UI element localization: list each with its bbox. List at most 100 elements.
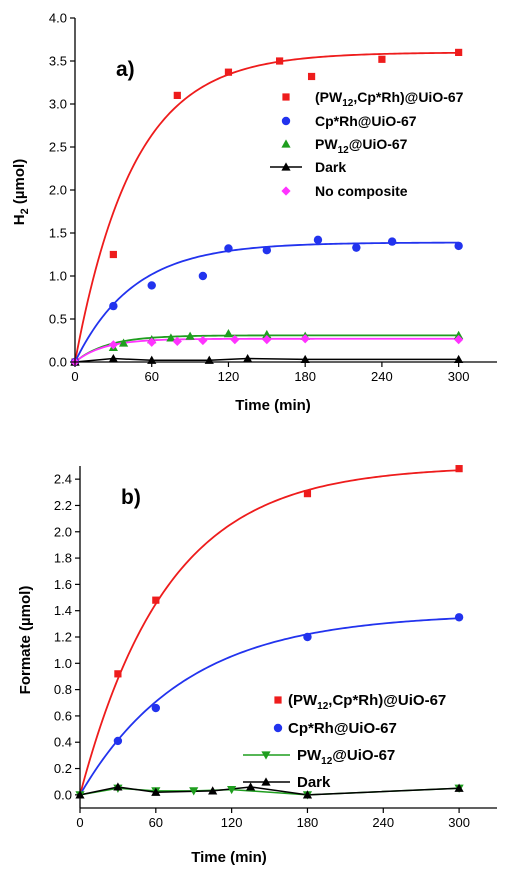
data-point-pw12-cp-rh-uio-67 [224, 68, 233, 76]
panel-a-x-axis-label: Time (min) [235, 397, 311, 414]
x-tick-label: 240 [372, 815, 394, 830]
y-tick-label: 1.0 [54, 656, 72, 671]
y-tick-label: 0.6 [54, 708, 72, 723]
data-point-pw12-uio-67 [227, 785, 237, 795]
data-point-cp-rh-uio-67 [113, 736, 123, 746]
data-point-no-composite [230, 335, 240, 345]
y-tick-label: 3.0 [49, 97, 67, 112]
y-tick-label: 0.4 [54, 735, 72, 750]
data-point-no-composite [262, 335, 272, 345]
data-point-cp-rh-uio-67 [224, 244, 233, 253]
fit-curve-cp-rh-uio-67 [79, 617, 460, 796]
legend-label: (PW12,Cp*Rh)@UiO-67 [315, 89, 464, 109]
data-point-no-composite [454, 335, 464, 345]
data-point-pw12-uio-67 [166, 333, 176, 342]
x-tick-label: 300 [448, 369, 470, 384]
svg-text:H2 (µmol): H2 (µmol) [11, 159, 31, 225]
legend-label: Cp*Rh@UiO-67 [315, 113, 417, 129]
y-tick-label: 1.8 [54, 551, 72, 566]
panel-a-y-axis-label: H2 (µmol) [11, 159, 31, 225]
panel-a-label: a) [116, 58, 135, 81]
legend-marker-cp-rh-uio-67 [273, 723, 283, 733]
legend-label: (PW12,Cp*Rh)@UiO-67 [288, 692, 446, 712]
data-point-pw12-cp-rh-uio-67 [378, 55, 386, 63]
x-tick-label: 60 [149, 815, 163, 830]
legend-marker-dark [281, 162, 291, 171]
panel-b-chart: 0 60 120 180 240 300 0.0 0.2 0.4 0.6 0.8 1.0 1.2 1.4 1… [17, 465, 497, 866]
data-point-dark [113, 782, 123, 791]
data-point-pw12-cp-rh-uio-67 [276, 57, 284, 65]
data-point-cp-rh-uio-67 [198, 271, 208, 281]
data-point-no-composite [300, 334, 310, 344]
panel-b-legend: (PW12,Cp*Rh)@UiO-67 Cp*Rh@UiO-67 PW12@UiO-… [243, 692, 446, 791]
y-tick-label: 1.6 [54, 577, 72, 592]
panel-a-legend: (PW12,Cp*Rh)@UiO-67 Cp*Rh@UiO-67 PW12@UiO-… [270, 89, 464, 199]
legend-marker-no-composite [281, 186, 291, 196]
legend-marker-pw12-uio-67 [261, 751, 271, 760]
legend-label: Dark [315, 159, 346, 175]
legend-marker--pw12-cp-rh-uio-67 [274, 696, 282, 704]
y-tick-label: 2.0 [54, 524, 72, 539]
data-point-no-composite [108, 340, 118, 350]
y-tick-label: 2.2 [54, 498, 72, 513]
data-point-cp-rh-uio-67 [454, 613, 464, 622]
y-tick-label: 0.0 [49, 355, 67, 370]
data-point-no-composite [198, 335, 208, 346]
series-line-dark [79, 786, 460, 796]
panel-b-y-axis-label: Formate (µmol) [17, 586, 34, 695]
legend-label: Dark [297, 774, 331, 791]
data-point-cp-rh-uio-67 [454, 241, 463, 251]
panel-b-label: b) [121, 486, 141, 509]
data-point-cp-rh-uio-67 [303, 632, 312, 642]
legend-marker-pw12-uio-67 [281, 139, 291, 148]
legend-marker-cp-rh-uio-67 [281, 116, 291, 126]
data-point-cp-rh-uio-67 [151, 703, 161, 713]
fit-curve-pw12-cp-rh-uio-67 [79, 469, 460, 796]
data-point-pw12-cp-rh-uio-67 [152, 596, 160, 604]
data-point-dark [454, 354, 464, 364]
data-point-pw12-cp-rh-uio-67 [114, 670, 122, 678]
data-point-cp-rh-uio-67 [147, 281, 156, 290]
legend-label: PW12@UiO-67 [297, 747, 395, 767]
panel-b-x-axis-label: Time (min) [191, 849, 267, 866]
data-point-dark [151, 787, 161, 796]
y-tick-label: 1.0 [49, 269, 67, 284]
legend-marker--pw12-cp-rh-uio-67 [282, 93, 290, 101]
y-tick-label: 3.5 [49, 54, 67, 69]
y-tick-label: 4.0 [49, 11, 67, 26]
y-tick-label: 0.8 [54, 682, 72, 697]
x-tick-label: 120 [221, 815, 243, 830]
y-tick-label: 1.4 [54, 603, 72, 618]
y-tick-label: 1.5 [49, 226, 67, 241]
data-point-pw12-uio-67 [118, 338, 129, 347]
data-point-dark [243, 353, 253, 363]
data-point-pw12-cp-rh-uio-67 [303, 490, 312, 498]
data-point-dark [300, 354, 310, 364]
data-point-dark [454, 783, 464, 792]
data-point-cp-rh-uio-67 [352, 243, 361, 252]
data-point-pw12-uio-67 [223, 329, 234, 338]
legend-label: Cp*Rh@UiO-67 [288, 720, 397, 737]
fit-curve-pw12-cp-rh-uio-67 [74, 51, 459, 363]
data-point-pw12-cp-rh-uio-67 [307, 72, 316, 81]
data-point-pw12-cp-rh-uio-67 [455, 465, 463, 473]
data-point-cp-rh-uio-67 [262, 246, 272, 255]
y-tick-label: 2.4 [54, 472, 72, 487]
x-tick-label: 180 [297, 815, 319, 830]
y-tick-label: 1.2 [54, 630, 72, 645]
data-point-no-composite [147, 337, 157, 347]
data-point-pw12-uio-67 [454, 330, 464, 339]
x-tick-label: 300 [448, 815, 470, 830]
data-point-cp-rh-uio-67 [313, 235, 323, 245]
x-tick-label: 0 [71, 369, 78, 384]
data-point-dark [208, 786, 218, 795]
data-point-pw12-cp-rh-uio-67 [109, 250, 117, 259]
x-tick-label: 240 [371, 369, 393, 384]
legend-label: PW12@UiO-67 [315, 136, 408, 156]
data-point-pw12-cp-rh-uio-67 [173, 91, 181, 99]
data-point-dark [108, 353, 118, 363]
data-point-dark [245, 782, 256, 791]
x-tick-label: 0 [76, 815, 83, 830]
legend-marker-dark [261, 777, 271, 786]
